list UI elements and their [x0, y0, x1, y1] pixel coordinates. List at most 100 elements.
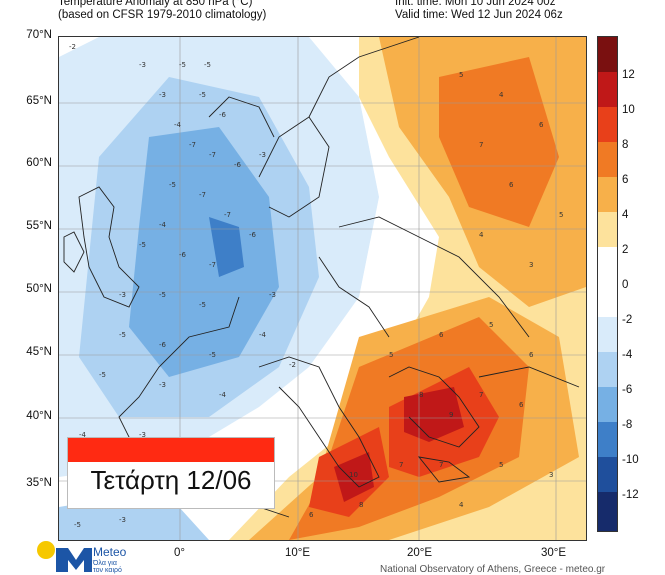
lon-label-0: 0° — [174, 547, 185, 559]
lat-label-60: 60°N — [26, 157, 52, 169]
logo-tagline-line-1: Όλα για — [93, 560, 117, 567]
svg-text:-7: -7 — [224, 211, 231, 219]
svg-text:-3: -3 — [139, 61, 146, 69]
svg-text:-5: -5 — [169, 181, 176, 189]
svg-text:6: 6 — [309, 511, 314, 519]
svg-text:-5: -5 — [204, 61, 211, 69]
cbar-swatch-m8 — [598, 387, 617, 422]
svg-text:7: 7 — [479, 141, 483, 149]
title-line-2: (based on CFSR 1979-2010 climatology) — [58, 9, 267, 21]
cbar-swatch-10 — [598, 72, 617, 107]
svg-text:5: 5 — [459, 71, 463, 79]
svg-text:-3: -3 — [259, 151, 266, 159]
cbar-swatch-m12 — [598, 457, 617, 492]
svg-text:-7: -7 — [189, 141, 196, 149]
cbar-label-m4: -4 — [622, 349, 633, 361]
cbar-label-6: 6 — [622, 174, 629, 186]
cbar-swatch-m6 — [598, 352, 617, 387]
svg-text:6: 6 — [539, 121, 544, 129]
svg-text:5: 5 — [489, 321, 493, 329]
cbar-label-m8: -8 — [622, 419, 633, 431]
lat-label-70: 70°N — [26, 29, 52, 41]
logo-tagline: Όλα για τον καιρό — [93, 560, 122, 574]
svg-text:-3: -3 — [119, 516, 126, 524]
cbar-swatch-m12minus — [598, 492, 617, 531]
cbar-swatch-0 — [598, 247, 617, 282]
cold-region-6 — [129, 127, 279, 377]
cbar-label-2: 2 — [622, 244, 629, 256]
svg-text:-6: -6 — [159, 341, 167, 349]
cbar-swatch-4 — [598, 177, 617, 212]
lat-label-55: 55°N — [26, 220, 52, 232]
svg-text:-5: -5 — [199, 91, 206, 99]
svg-text:-3: -3 — [159, 91, 166, 99]
svg-text:-5: -5 — [209, 351, 216, 359]
cbar-label-m6: -6 — [622, 384, 633, 396]
svg-text:6: 6 — [509, 181, 514, 189]
svg-text:-4: -4 — [259, 331, 267, 339]
svg-text:-5: -5 — [119, 331, 126, 339]
day-label-bar — [68, 438, 274, 462]
cbar-label-10: 10 — [622, 104, 635, 116]
svg-text:5: 5 — [559, 211, 563, 219]
lon-label-30e: 30°E — [541, 547, 567, 559]
svg-text:-5: -5 — [179, 61, 186, 69]
cbar-swatch-12plus — [598, 37, 617, 72]
meteo-logo-icon — [37, 541, 92, 572]
svg-text:3: 3 — [549, 471, 553, 479]
svg-text:-7: -7 — [209, 261, 216, 269]
lon-label-10e: 10°E — [285, 547, 311, 559]
cbar-swatch-m4 — [598, 317, 617, 352]
svg-text:5: 5 — [389, 351, 393, 359]
svg-text:4: 4 — [459, 501, 464, 509]
footer-credit: National Observatory of Athens, Greece -… — [380, 564, 606, 575]
svg-text:-5: -5 — [99, 371, 106, 379]
svg-text:7: 7 — [439, 461, 443, 469]
svg-text:7: 7 — [399, 461, 403, 469]
svg-text:7: 7 — [479, 391, 483, 399]
cbar-label-m2: -2 — [622, 314, 633, 326]
warm-region-10b — [334, 452, 374, 502]
svg-text:-5: -5 — [159, 291, 166, 299]
svg-text:-5: -5 — [199, 301, 206, 309]
svg-text:-3: -3 — [269, 291, 276, 299]
cbar-swatch-m2 — [598, 282, 617, 317]
lat-label-50: 50°N — [26, 283, 52, 295]
svg-text:3: 3 — [529, 261, 533, 269]
cbar-label-0: 0 — [622, 279, 629, 291]
svg-text:-5: -5 — [74, 521, 81, 529]
init-time: Init. time: Mon 10 Jun 2024 00z — [395, 0, 556, 8]
warm-region-6 — [439, 57, 559, 227]
svg-text:-6: -6 — [219, 111, 227, 119]
cbar-label-m12: -12 — [622, 489, 639, 501]
svg-text:-3: -3 — [159, 381, 166, 389]
cbar-swatch-6 — [598, 142, 617, 177]
colorbar — [597, 36, 618, 532]
svg-text:-3: -3 — [139, 431, 146, 439]
svg-text:4: 4 — [479, 231, 484, 239]
svg-text:6: 6 — [529, 351, 534, 359]
anomaly-map: -2 -3 -5 -5 -3 -5 -6 -4 -7 -7 -6 -3 -5 -7 -7 -6 -4 -5… — [58, 36, 587, 541]
cbar-swatch-8 — [598, 107, 617, 142]
cbar-label-4: 4 — [622, 209, 629, 221]
title-line-1: Temperature Anomaly at 850 hPa (°C) — [58, 0, 253, 8]
anomaly-values: -2 -3 -5 -5 -3 -5 -6 -4 -7 -7 -6 -3 -5 -7 -7 -6 -4 -5… — [69, 43, 563, 529]
svg-text:8: 8 — [359, 501, 363, 509]
time-info: Init. time: Mon 10 Jun 2024 00z Valid ti… — [395, 0, 563, 22]
graticule — [59, 37, 586, 540]
valid-time: Valid time: Wed 12 Jun 2024 06z — [395, 9, 563, 21]
lon-label-20e: 20°E — [407, 547, 433, 559]
cbar-label-8: 8 — [622, 139, 629, 151]
svg-text:9: 9 — [449, 411, 453, 419]
cold-region-8 — [209, 217, 244, 277]
svg-text:-4: -4 — [219, 391, 227, 399]
svg-text:4: 4 — [499, 91, 504, 99]
day-label-box: Τετάρτη 12/06 — [67, 437, 275, 509]
svg-text:5: 5 — [499, 461, 503, 469]
svg-text:-5: -5 — [139, 241, 146, 249]
svg-text:8: 8 — [419, 391, 423, 399]
lat-label-40: 40°N — [26, 410, 52, 422]
logo-tagline-line-2: τον καιρό — [93, 567, 122, 574]
lat-label-65: 65°N — [26, 95, 52, 107]
svg-text:-4: -4 — [79, 431, 87, 439]
